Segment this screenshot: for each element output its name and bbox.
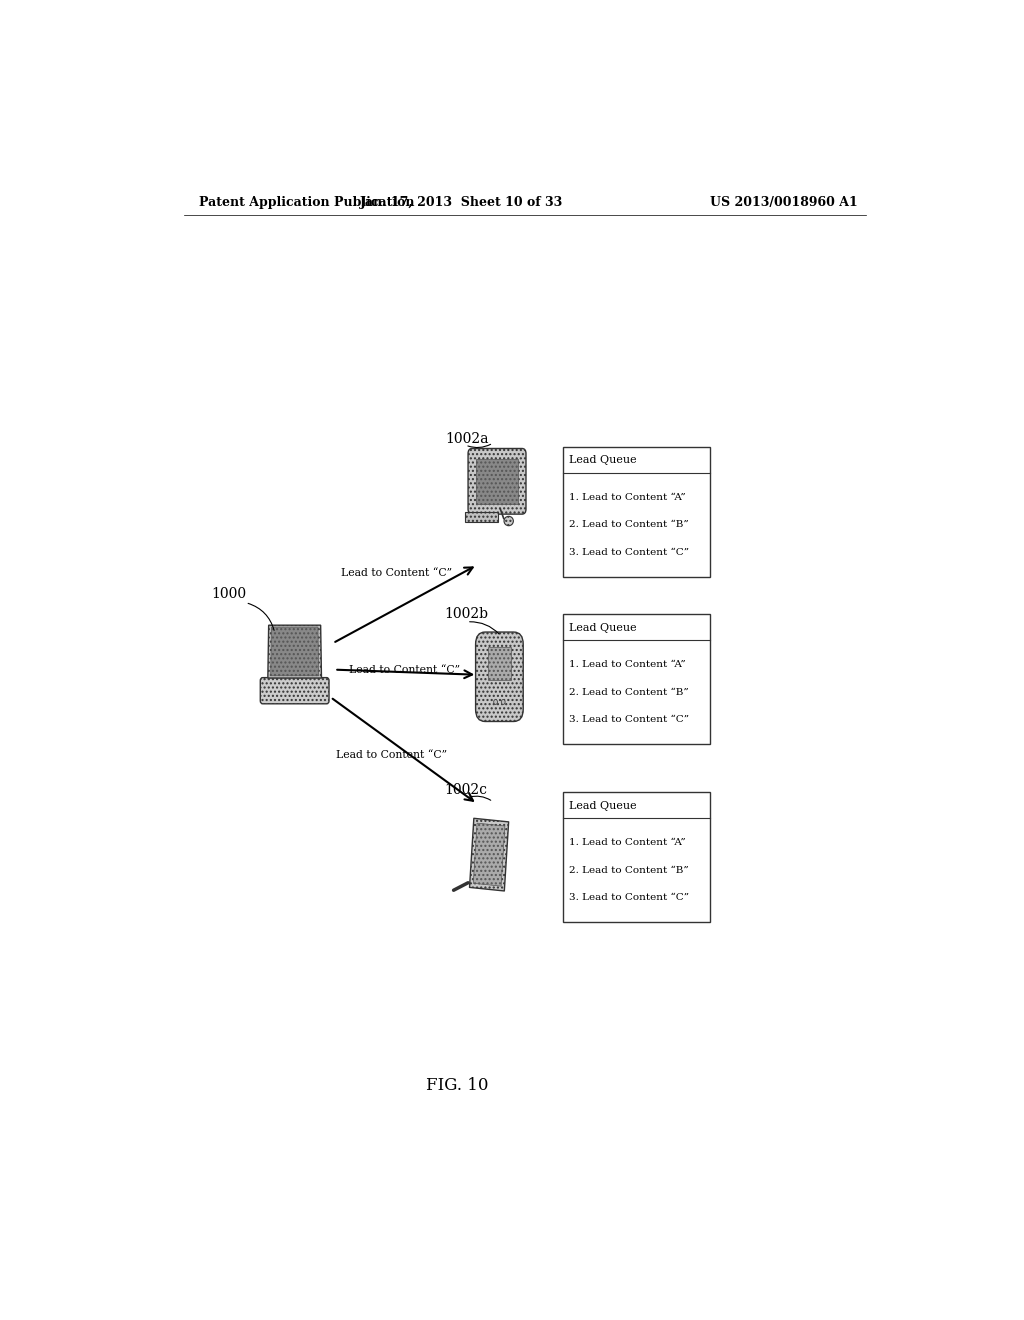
FancyBboxPatch shape xyxy=(260,677,329,704)
Text: 3. Lead to Content “C”: 3. Lead to Content “C” xyxy=(569,715,689,725)
Text: 1002c: 1002c xyxy=(443,783,486,797)
Polygon shape xyxy=(470,818,509,891)
Text: 3. Lead to Content “C”: 3. Lead to Content “C” xyxy=(569,894,689,902)
Polygon shape xyxy=(473,824,505,886)
Text: 1. Lead to Content “A”: 1. Lead to Content “A” xyxy=(569,492,686,502)
FancyBboxPatch shape xyxy=(487,648,511,680)
Text: Lead to Content “C”: Lead to Content “C” xyxy=(341,568,452,578)
Text: US 2013/0018960 A1: US 2013/0018960 A1 xyxy=(711,195,858,209)
Bar xyxy=(563,614,710,744)
Text: Lead Queue: Lead Queue xyxy=(569,455,637,465)
Text: 2. Lead to Content “B”: 2. Lead to Content “B” xyxy=(569,688,689,697)
Polygon shape xyxy=(268,626,322,678)
FancyBboxPatch shape xyxy=(468,449,526,515)
FancyBboxPatch shape xyxy=(475,632,523,722)
Text: 1000: 1000 xyxy=(211,586,247,601)
Bar xyxy=(563,446,710,577)
Text: 2. Lead to Content “B”: 2. Lead to Content “B” xyxy=(569,866,689,875)
Bar xyxy=(563,792,710,923)
Polygon shape xyxy=(465,512,498,521)
Circle shape xyxy=(494,700,498,705)
Text: Lead Queue: Lead Queue xyxy=(569,801,637,810)
Ellipse shape xyxy=(504,516,513,525)
Text: 3. Lead to Content “C”: 3. Lead to Content “C” xyxy=(569,548,689,557)
Text: Lead to Content “C”: Lead to Content “C” xyxy=(336,750,447,760)
Text: 1. Lead to Content “A”: 1. Lead to Content “A” xyxy=(569,838,686,847)
Text: 2. Lead to Content “B”: 2. Lead to Content “B” xyxy=(569,520,689,529)
Text: 1. Lead to Content “A”: 1. Lead to Content “A” xyxy=(569,660,686,669)
Polygon shape xyxy=(270,627,318,676)
Text: FIG. 10: FIG. 10 xyxy=(426,1077,488,1094)
Text: Jan. 17, 2013  Sheet 10 of 33: Jan. 17, 2013 Sheet 10 of 33 xyxy=(359,195,563,209)
Text: 1002a: 1002a xyxy=(445,432,488,446)
Circle shape xyxy=(502,700,505,705)
Text: Lead Queue: Lead Queue xyxy=(569,623,637,632)
Text: Lead to Content “C”: Lead to Content “C” xyxy=(348,665,460,675)
Text: 1002b: 1002b xyxy=(443,607,487,620)
Bar xyxy=(476,458,518,504)
Text: Patent Application Publication: Patent Application Publication xyxy=(200,195,415,209)
